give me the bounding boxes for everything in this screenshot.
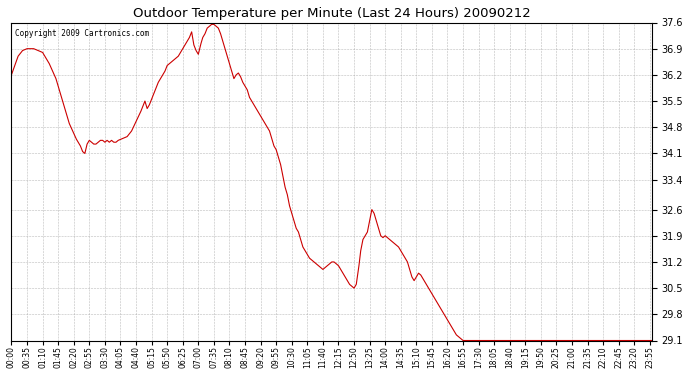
Title: Outdoor Temperature per Minute (Last 24 Hours) 20090212: Outdoor Temperature per Minute (Last 24 … [132, 7, 531, 20]
Text: Copyright 2009 Cartronics.com: Copyright 2009 Cartronics.com [14, 29, 149, 38]
